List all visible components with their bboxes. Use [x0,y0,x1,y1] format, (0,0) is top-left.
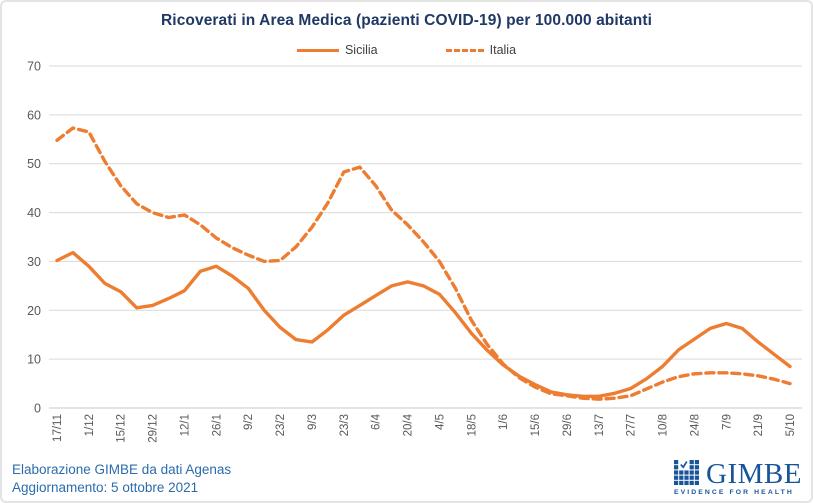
footer-source-line: Elaborazione GIMBE da dati Agenas [12,462,232,477]
gimbe-logo-wordmark: GIMBE [706,458,802,490]
footer-update-line: Aggiornamento: 5 ottobre 2021 [12,480,199,495]
y-axis-tick-label: 40 [27,206,41,220]
chart-legend: Sicilia Italia [2,43,811,57]
check-icon [680,461,688,469]
x-axis-tick-label: 23/2 [275,414,287,436]
x-axis-tick-label: 15/6 [530,414,542,436]
x-axis-tick-label: 13/7 [594,414,606,436]
y-axis-tick-label: 60 [27,108,41,122]
y-axis-tick-label: 0 [34,402,41,416]
x-axis-tick-label: 5/10 [785,414,797,436]
legend-item-sicilia: Sicilia [296,43,378,57]
x-axis-tick-label: 10/8 [658,414,670,436]
x-axis-tick-label: 26/1 [211,414,223,436]
legend-item-italia: Italia [445,43,517,57]
italia-line-swatch-icon [445,48,484,52]
sicilia-line-swatch-icon [296,48,339,52]
x-axis-tick-label: 20/4 [403,413,415,436]
y-axis-tick-label: 30 [27,255,41,269]
x-axis-tick-label: 24/8 [689,414,701,436]
chart-plot-area: 0 10 20 30 40 50 60 70 17/11 1/12 15/12 29/12 12/1 26… [27,60,802,443]
x-axis-tick-label: 9/3 [307,414,319,430]
gimbe-logo-tagline: EVIDENCE FOR HEALTH [674,489,794,496]
chart-title: Ricoverati in Area Medica (pazienti COVI… [161,12,652,29]
x-axis-tick-label: 4/5 [434,414,446,430]
x-axis-tick-label: 17/11 [52,414,64,442]
x-axis-tick-label: 6/4 [371,413,383,430]
gimbe-logo: GIMBE EVIDENCE FOR HEALTH [674,460,802,496]
x-axis-tick-label: 23/3 [339,414,351,436]
x-axis-tick-label: 12/1 [179,414,191,436]
y-axis-tick-label: 10 [27,353,41,367]
x-axis-tick-label: 18/5 [466,414,478,436]
x-axis-tick-label: 9/2 [243,414,255,430]
gimbe-logo-icon [674,460,699,485]
x-axis-tick-label: 15/12 [116,414,128,443]
x-axis-tick-label: 21/9 [753,414,765,436]
y-axis-tick-label: 20 [27,304,41,318]
legend-label-italia: Italia [489,43,517,57]
y-axis-tick-label: 70 [27,60,41,74]
x-axis-tick-label: 29/12 [148,414,160,443]
x-axis-tick-label: 7/9 [721,414,733,430]
italia-line [55,126,792,401]
y-axis-tick-label: 50 [27,157,41,171]
x-axis-tick-label: 1/6 [498,414,510,430]
x-axis-tick-label: 1/12 [84,414,96,436]
x-axis-tick-label: 27/7 [626,414,638,436]
sicilia-line [55,250,792,398]
chart-footer: Elaborazione GIMBE da dati Agenas Aggior… [12,461,231,497]
legend-label-sicilia: Sicilia [344,43,378,57]
x-axis-tick-label: 29/6 [562,414,574,436]
